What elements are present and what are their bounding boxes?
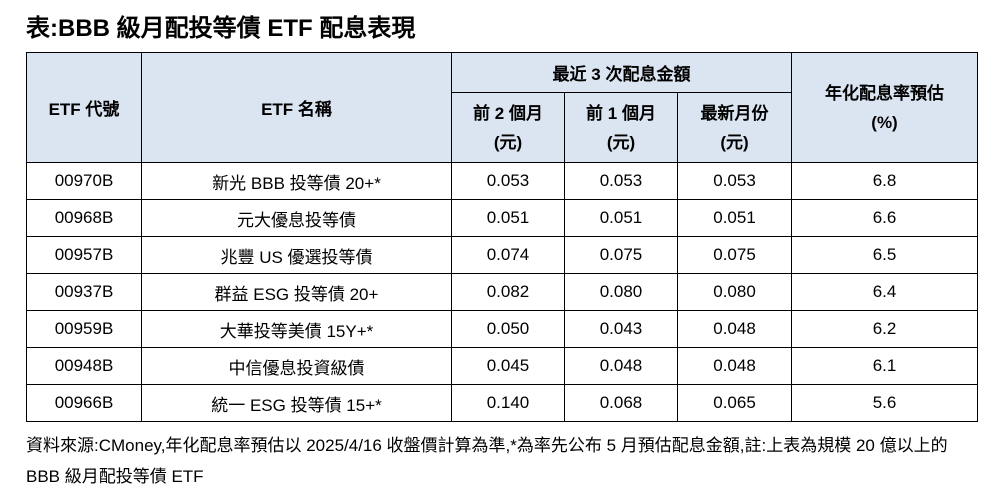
annualized-yield-cell: 6.8 xyxy=(791,162,979,200)
table-body: 00970B 新光 BBB 投等債 20+* 0.053 0.053 0.053… xyxy=(26,162,979,422)
etf-name-cell: 統一 ESG 投等債 15+* xyxy=(141,384,452,422)
annualized-yield-cell: 6.4 xyxy=(791,273,979,311)
dividend-latest-cell: 0.053 xyxy=(676,162,793,200)
header-latest-month-label: 最新月份 xyxy=(700,103,769,123)
header-month-minus-1-label: 前 1 個月 xyxy=(586,103,656,123)
dividend-m1-cell: 0.051 xyxy=(564,199,678,237)
header-annualized-yield-unit: (%) xyxy=(871,112,898,132)
etf-code-cell: 00968B xyxy=(26,199,142,237)
table-row: 00957B 兆豐 US 優選投等債 0.074 0.075 0.075 6.5 xyxy=(26,236,979,274)
annualized-yield-cell: 5.6 xyxy=(791,384,979,422)
header-etf-code: ETF 代號 xyxy=(26,52,142,163)
dividend-m2-cell: 0.050 xyxy=(451,310,565,348)
etf-name-cell: 群益 ESG 投等債 20+ xyxy=(141,273,452,311)
etf-name-cell: 中信優息投資級債 xyxy=(141,347,452,385)
etf-name-cell: 兆豐 US 優選投等債 xyxy=(141,236,452,274)
etf-code-cell: 00948B xyxy=(26,347,142,385)
header-annualized-yield: 年化配息率預估 (%) xyxy=(791,52,979,163)
table-title: 表:BBB 級月配投等債 ETF 配息表現 xyxy=(26,15,416,42)
dividend-m1-cell: 0.075 xyxy=(564,236,678,274)
etf-name-cell: 大華投等美債 15Y+* xyxy=(141,310,452,348)
header-recent-dividends-group: 最近 3 次配息金額 xyxy=(450,52,793,93)
header-latest-month-unit: (元) xyxy=(720,132,749,152)
dividend-latest-cell: 0.075 xyxy=(676,236,793,274)
dividend-m1-cell: 0.048 xyxy=(564,347,678,385)
table-row: 00968B 元大優息投等債 0.051 0.051 0.051 6.6 xyxy=(26,199,979,237)
dividend-latest-cell: 0.051 xyxy=(676,199,793,237)
dividend-m1-cell: 0.080 xyxy=(564,273,678,311)
etf-code-cell: 00970B xyxy=(26,162,142,200)
header-month-minus-1: 前 1 個月 (元) xyxy=(564,92,678,163)
dividend-m2-cell: 0.082 xyxy=(451,273,565,311)
annualized-yield-cell: 6.6 xyxy=(791,199,979,237)
annualized-yield-cell: 6.1 xyxy=(791,347,979,385)
annualized-yield-cell: 6.2 xyxy=(791,310,979,348)
etf-code-cell: 00959B xyxy=(26,310,142,348)
dividend-m1-cell: 0.053 xyxy=(564,162,678,200)
dividend-m2-cell: 0.074 xyxy=(451,236,565,274)
etf-name-cell: 新光 BBB 投等債 20+* xyxy=(141,162,452,200)
etf-dividend-table: ETF 代號 ETF 名稱 最近 3 次配息金額 年化配息率預估 (%) 前 2… xyxy=(26,52,979,422)
header-latest-month: 最新月份 (元) xyxy=(676,92,793,163)
header-month-minus-1-unit: (元) xyxy=(606,132,636,152)
etf-name-cell: 元大優息投等債 xyxy=(141,199,452,237)
source-note: 資料來源:CMoney,年化配息率預估以 2025/4/16 收盤價計算為準,*… xyxy=(26,436,948,486)
dividend-m2-cell: 0.140 xyxy=(451,384,565,422)
table-row: 00970B 新光 BBB 投等債 20+* 0.053 0.053 0.053… xyxy=(26,162,979,200)
header-group-row: ETF 代號 ETF 名稱 最近 3 次配息金額 年化配息率預估 (%) xyxy=(26,52,979,163)
etf-code-cell: 00937B xyxy=(26,273,142,311)
table-header: ETF 代號 ETF 名稱 最近 3 次配息金額 年化配息率預估 (%) 前 2… xyxy=(26,52,979,163)
header-month-minus-2: 前 2 個月 (元) xyxy=(451,92,565,163)
dividend-latest-cell: 0.048 xyxy=(676,310,793,348)
etf-code-cell: 00957B xyxy=(26,236,142,274)
annualized-yield-cell: 6.5 xyxy=(791,236,979,274)
header-annualized-yield-label: 年化配息率預估 xyxy=(825,83,945,103)
table-row: 00966B 統一 ESG 投等債 15+* 0.140 0.068 0.065… xyxy=(26,384,979,422)
table-row: 00959B 大華投等美債 15Y+* 0.050 0.043 0.048 6.… xyxy=(26,310,979,348)
dividend-latest-cell: 0.048 xyxy=(676,347,793,385)
table-row: 00948B 中信優息投資級債 0.045 0.048 0.048 6.1 xyxy=(26,347,979,385)
dividend-latest-cell: 0.080 xyxy=(676,273,793,311)
dividend-m2-cell: 0.051 xyxy=(451,199,565,237)
header-month-minus-2-label: 前 2 個月 xyxy=(473,103,543,123)
dividend-m2-cell: 0.053 xyxy=(451,162,565,200)
dividend-latest-cell: 0.065 xyxy=(676,384,793,422)
header-etf-name: ETF 名稱 xyxy=(141,52,452,163)
dividend-m2-cell: 0.045 xyxy=(451,347,565,385)
dividend-m1-cell: 0.043 xyxy=(564,310,678,348)
dividend-m1-cell: 0.068 xyxy=(564,384,678,422)
header-sub-row: 前 2 個月 (元) 前 1 個月 (元) 最新月份 (元) xyxy=(27,92,978,163)
table-row: 00937B 群益 ESG 投等債 20+ 0.082 0.080 0.080 … xyxy=(26,273,979,311)
etf-code-cell: 00966B xyxy=(26,384,142,422)
header-month-minus-2-unit: (元) xyxy=(493,132,523,152)
